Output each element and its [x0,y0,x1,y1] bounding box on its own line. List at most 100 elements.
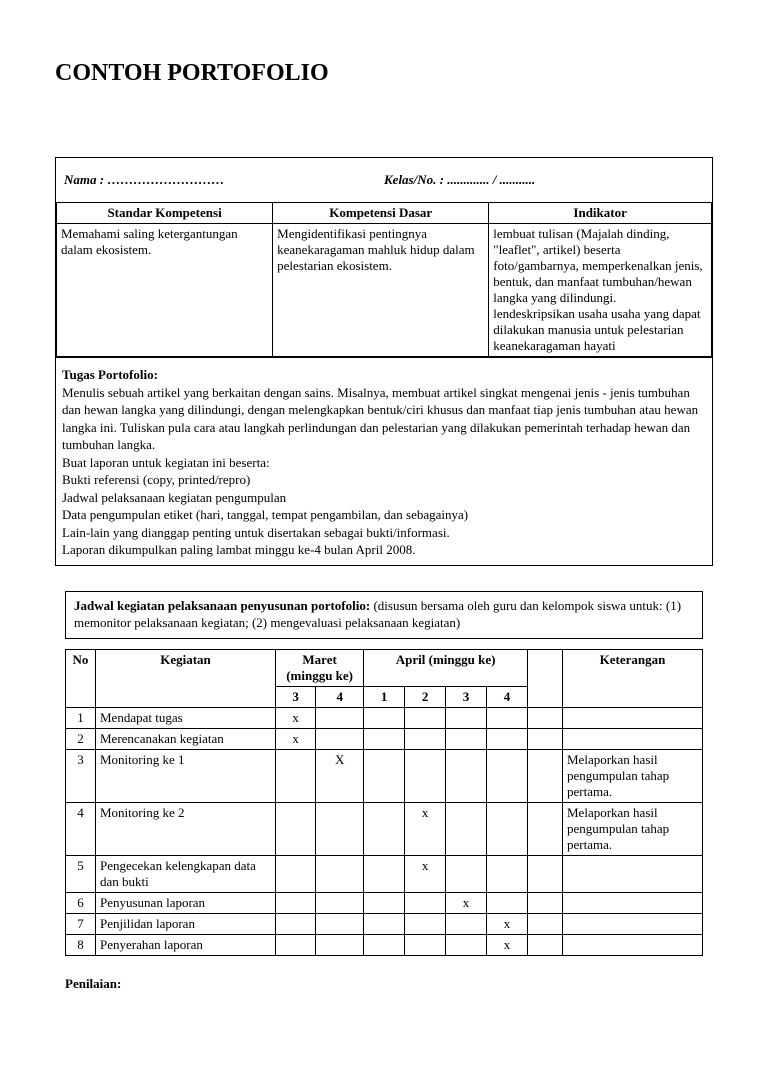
cell-mark [446,802,487,855]
table-row: 4Monitoring ke 2xMelaporkan hasil pengum… [66,802,703,855]
tugas-line: Laporan dikumpulkan paling lambat minggu… [62,541,706,559]
cell-no: 1 [66,707,96,728]
th-week: 4 [316,686,364,707]
cell-mark: x [276,707,316,728]
cell-mark [316,802,364,855]
cell-mark [364,749,405,802]
cell-mark [446,707,487,728]
table-row: 6Penyusunan laporan x [66,892,703,913]
th-week: 1 [364,686,405,707]
cell-mark [446,934,487,955]
cell-mark [446,855,487,892]
th-dasar: Kompetensi Dasar [273,203,489,224]
cell-mark: x [487,913,528,934]
cell-mark: x [487,934,528,955]
th-april: April (minggu ke) [364,649,528,686]
cell-keterangan [563,913,703,934]
jadwal-intro-title: Jadwal kegiatan pelaksanaan penyusunan p… [74,598,370,613]
cell-keterangan [563,934,703,955]
cell-kegiatan: Penyusunan laporan [96,892,276,913]
cell-no: 3 [66,749,96,802]
cell-mark [446,749,487,802]
th-week: 3 [276,686,316,707]
cell-mark [487,749,528,802]
cell-mark [364,934,405,955]
cell-mark [364,802,405,855]
td-standar: Memahami saling ketergantungan dalam eko… [57,224,273,357]
cell-mark: X [316,749,364,802]
penilaian-label: Penilaian: [65,976,703,992]
cell-blank [528,728,563,749]
cell-blank [528,749,563,802]
td-dasar: Mengidentifikasi pentingnya keanekaragam… [273,224,489,357]
main-box: Nama : ……………………… Kelas/No. : ...........… [55,157,713,566]
th-indikator: Indikator [489,203,712,224]
cell-no: 6 [66,892,96,913]
cell-keterangan [563,855,703,892]
cell-keterangan: Melaporkan hasil pengumpulan tahap perta… [563,749,703,802]
cell-kegiatan: Mendapat tugas [96,707,276,728]
nama-label: Nama : ……………………… [64,172,384,188]
tugas-line: Data pengumpulan etiket (hari, tanggal, … [62,506,706,524]
tugas-title: Tugas Portofolio: [62,366,706,384]
table-row: 8Penyerahan laporan x [66,934,703,955]
cell-no: 7 [66,913,96,934]
cell-mark [316,892,364,913]
cell-mark [276,934,316,955]
th-standar: Standar Kompetensi [57,203,273,224]
cell-mark [276,802,316,855]
cell-kegiatan: Monitoring ke 2 [96,802,276,855]
cell-mark [487,728,528,749]
cell-mark [405,749,446,802]
cell-keterangan [563,707,703,728]
cell-kegiatan: Merencanakan kegiatan [96,728,276,749]
cell-mark [316,913,364,934]
cell-keterangan [563,728,703,749]
th-keterangan: Keterangan [563,649,703,707]
th-no: No [66,649,96,707]
cell-blank [528,892,563,913]
cell-mark [446,913,487,934]
td-indikator: lembuat tulisan (Majalah dinding, "leafl… [489,224,712,357]
cell-mark [487,802,528,855]
table-row: 2Merencanakan kegiatanx [66,728,703,749]
page-title: CONTOH PORTOFOLIO [55,60,713,87]
cell-mark: x [446,892,487,913]
cell-kegiatan: Pengecekan kelengkapan data dan bukti [96,855,276,892]
th-week: 3 [446,686,487,707]
jadwal-intro: Jadwal kegiatan pelaksanaan penyusunan p… [65,591,703,639]
cell-mark [405,728,446,749]
cell-mark [316,855,364,892]
cell-mark: x [405,802,446,855]
cell-mark [364,913,405,934]
cell-mark [405,934,446,955]
table-row: 5Pengecekan kelengkapan data dan buktix [66,855,703,892]
tugas-section: Tugas Portofolio: Menulis sebuah artikel… [56,357,712,565]
tugas-line: Lain-lain yang dianggap penting untuk di… [62,524,706,542]
cell-keterangan [563,892,703,913]
cell-mark [364,707,405,728]
table-row: 7Penjilidan laporanx [66,913,703,934]
cell-mark [276,749,316,802]
cell-mark [316,934,364,955]
tugas-line: Menulis sebuah artikel yang berkaitan de… [62,384,706,454]
cell-mark: x [276,728,316,749]
th-week: 4 [487,686,528,707]
cell-mark [487,707,528,728]
cell-mark [316,728,364,749]
cell-no: 8 [66,934,96,955]
table-row: 3Monitoring ke 1XMelaporkan hasil pengum… [66,749,703,802]
cell-mark [487,855,528,892]
cell-mark [364,892,405,913]
tugas-line: Jadwal pelaksanaan kegiatan pengumpulan [62,489,706,507]
kompetensi-table: Standar Kompetensi Kompetensi Dasar Indi… [56,202,712,357]
cell-blank [528,934,563,955]
cell-mark [405,892,446,913]
cell-mark [316,707,364,728]
cell-mark [405,913,446,934]
cell-blank [528,707,563,728]
cell-kegiatan: Penyerahan laporan [96,934,276,955]
cell-mark [276,855,316,892]
jadwal-table: No Kegiatan Maret (minggu ke) April (min… [65,649,703,956]
cell-mark [364,728,405,749]
